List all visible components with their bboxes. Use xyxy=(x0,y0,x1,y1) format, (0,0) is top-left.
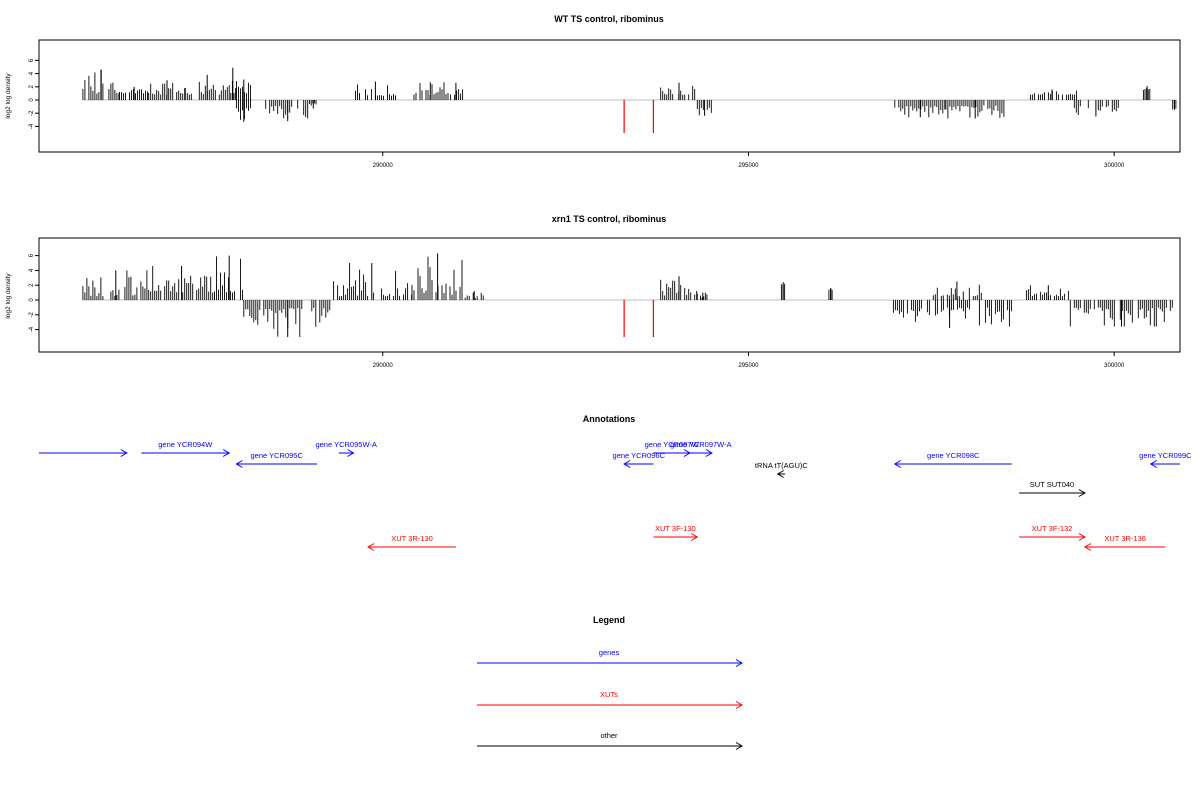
y-tick-label: 6 xyxy=(29,253,35,257)
annotation-arrowhead xyxy=(367,543,375,551)
annotation-label: XUT 3R-130 xyxy=(391,534,433,543)
x-tick-label: 290000 xyxy=(373,363,394,369)
annotation-arrowhead xyxy=(1078,533,1086,541)
annotation-label: gene YCR098C xyxy=(927,451,980,460)
annotation-label: gene YCR094W xyxy=(158,440,213,449)
legend-label: XUTs xyxy=(600,690,618,699)
signal-bars xyxy=(82,253,1173,337)
annotation-arrowhead xyxy=(1078,489,1086,497)
x-tick-label: 295000 xyxy=(738,363,759,369)
panel-title: WT TS control, ribominus xyxy=(554,14,664,24)
y-tick-label: 0 xyxy=(29,98,35,102)
legend-arrowhead xyxy=(735,701,743,709)
y-tick-label: 6 xyxy=(29,58,35,62)
plot-frame xyxy=(38,237,1181,353)
annotation-label: XUT 3R-136 xyxy=(1104,534,1146,543)
annotation-label: gene YCR097W xyxy=(645,440,700,449)
y-tick-label: -4 xyxy=(29,326,35,332)
y-axis-label: log2 log density xyxy=(5,73,12,119)
legend-label: genes xyxy=(599,648,620,657)
legend-title: Legend xyxy=(593,615,625,625)
annotation-arrowhead xyxy=(776,470,784,478)
axes: -4 -2 0 2 4 6 290000 295000 300000 xyxy=(29,58,1125,169)
annotation-arrowhead xyxy=(623,460,631,468)
y-tick-label: -2 xyxy=(29,311,35,317)
x-tick-label: 300000 xyxy=(1104,363,1125,369)
y-tick-label: 2 xyxy=(29,84,35,88)
annotation-arrowhead xyxy=(691,533,699,541)
y-tick-label: 0 xyxy=(29,298,35,302)
annotation-label: tRNA tT(AGU)C xyxy=(755,461,809,470)
annotation-label: gene YCR096C xyxy=(613,451,666,460)
annotation-label: gene YCR097W-A xyxy=(670,440,731,449)
annotation-arrowhead xyxy=(222,449,231,457)
annotation-arrowhead xyxy=(120,449,128,457)
y-axis-label: log2 log density xyxy=(5,273,12,319)
y-tick-label: 2 xyxy=(29,283,35,287)
panel-xrn1: xrn1 TS control, ribominus log2 log dens… xyxy=(5,214,1181,369)
annotation-label: gene YCR095C xyxy=(251,451,304,460)
annotation-features: gene YCR094W gene YCR095C gene YCR095W-A ge… xyxy=(39,440,1192,551)
annotation-arrowhead xyxy=(235,460,243,468)
x-tick-label: 290000 xyxy=(373,163,394,169)
x-tick-label: 295000 xyxy=(738,163,759,169)
annotation-arrowhead xyxy=(1083,543,1092,551)
annotation-arrowhead xyxy=(705,449,713,457)
y-tick-label: 4 xyxy=(29,71,35,75)
annotation-label: SUT SUT040 xyxy=(1030,480,1074,489)
annotation-label: gene YCR095W-A xyxy=(315,440,376,449)
axes: -4 -2 0 2 4 6 290000 295000 300000 xyxy=(29,253,1125,369)
legend-arrowhead xyxy=(735,742,743,750)
panel-title: xrn1 TS control, ribominus xyxy=(552,214,667,224)
panel-wt: WT TS control, ribominus log2 log densit… xyxy=(5,14,1181,169)
legend-label: other xyxy=(600,731,618,740)
legend-arrowhead xyxy=(735,659,743,667)
annotations-title: Annotations xyxy=(583,414,636,424)
x-tick-label: 300000 xyxy=(1104,163,1125,169)
annotation-arrowhead xyxy=(347,449,355,457)
annotation-label: XUT 3F-132 xyxy=(1032,524,1073,533)
annotation-arrowhead xyxy=(893,460,902,468)
annotation-label: XUT 3F-130 xyxy=(655,524,696,533)
legend: Legend genes XUTs other xyxy=(477,615,743,750)
y-tick-label: 4 xyxy=(29,268,35,272)
y-tick-label: -2 xyxy=(29,110,35,116)
legend-items: genes XUTs other xyxy=(477,648,743,750)
annotation-arrowhead xyxy=(1149,460,1157,468)
signal-bars xyxy=(82,67,1177,133)
plot-frame xyxy=(38,39,1181,153)
annotation-label: gene YCR099C xyxy=(1139,451,1192,460)
y-tick-label: -4 xyxy=(29,123,35,129)
